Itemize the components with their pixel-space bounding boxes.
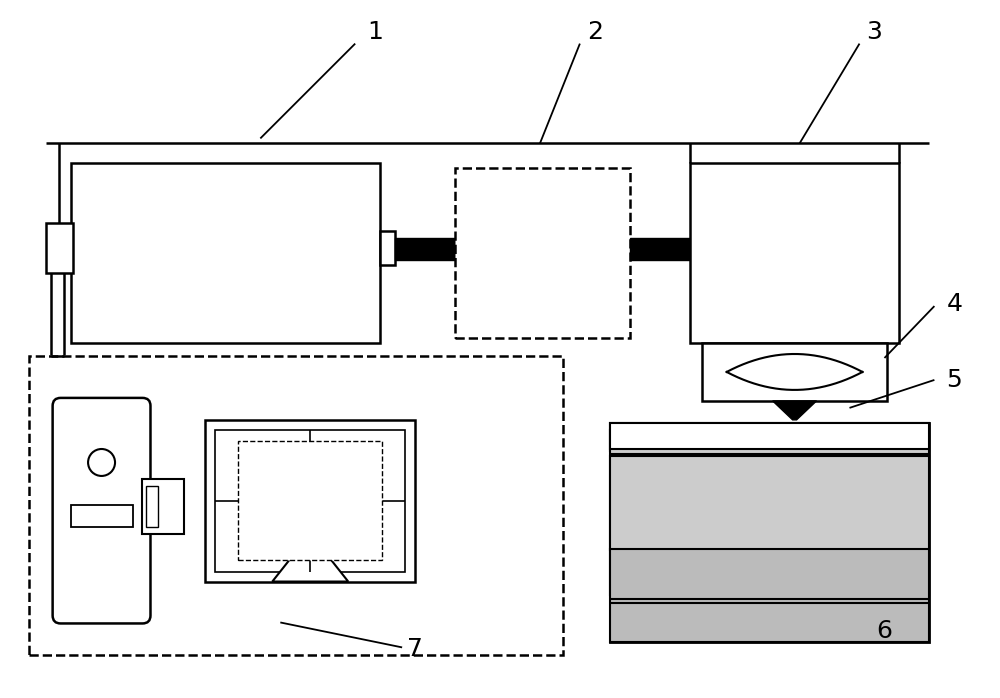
- FancyBboxPatch shape: [610, 456, 929, 595]
- FancyBboxPatch shape: [205, 420, 415, 581]
- Text: 1: 1: [367, 20, 383, 44]
- Polygon shape: [773, 401, 817, 420]
- FancyBboxPatch shape: [455, 168, 630, 338]
- Text: 4: 4: [946, 292, 962, 315]
- FancyBboxPatch shape: [46, 223, 73, 273]
- FancyBboxPatch shape: [610, 423, 929, 451]
- FancyBboxPatch shape: [610, 423, 929, 642]
- FancyBboxPatch shape: [610, 430, 929, 549]
- FancyBboxPatch shape: [29, 356, 563, 655]
- FancyBboxPatch shape: [53, 398, 150, 623]
- FancyBboxPatch shape: [71, 505, 133, 528]
- FancyBboxPatch shape: [702, 343, 887, 401]
- Circle shape: [88, 449, 115, 476]
- Text: 6: 6: [876, 619, 892, 643]
- FancyBboxPatch shape: [238, 441, 382, 560]
- Text: 7: 7: [407, 637, 423, 660]
- FancyBboxPatch shape: [610, 423, 929, 449]
- FancyBboxPatch shape: [71, 163, 380, 343]
- FancyBboxPatch shape: [215, 430, 405, 572]
- FancyBboxPatch shape: [630, 238, 690, 260]
- FancyBboxPatch shape: [610, 549, 929, 642]
- FancyBboxPatch shape: [690, 163, 899, 343]
- FancyBboxPatch shape: [395, 238, 465, 260]
- Text: 2: 2: [587, 20, 603, 44]
- Text: 5: 5: [946, 369, 962, 392]
- FancyBboxPatch shape: [146, 486, 158, 528]
- FancyBboxPatch shape: [142, 479, 184, 534]
- Polygon shape: [272, 534, 348, 581]
- Text: 3: 3: [867, 20, 882, 44]
- FancyBboxPatch shape: [380, 231, 395, 265]
